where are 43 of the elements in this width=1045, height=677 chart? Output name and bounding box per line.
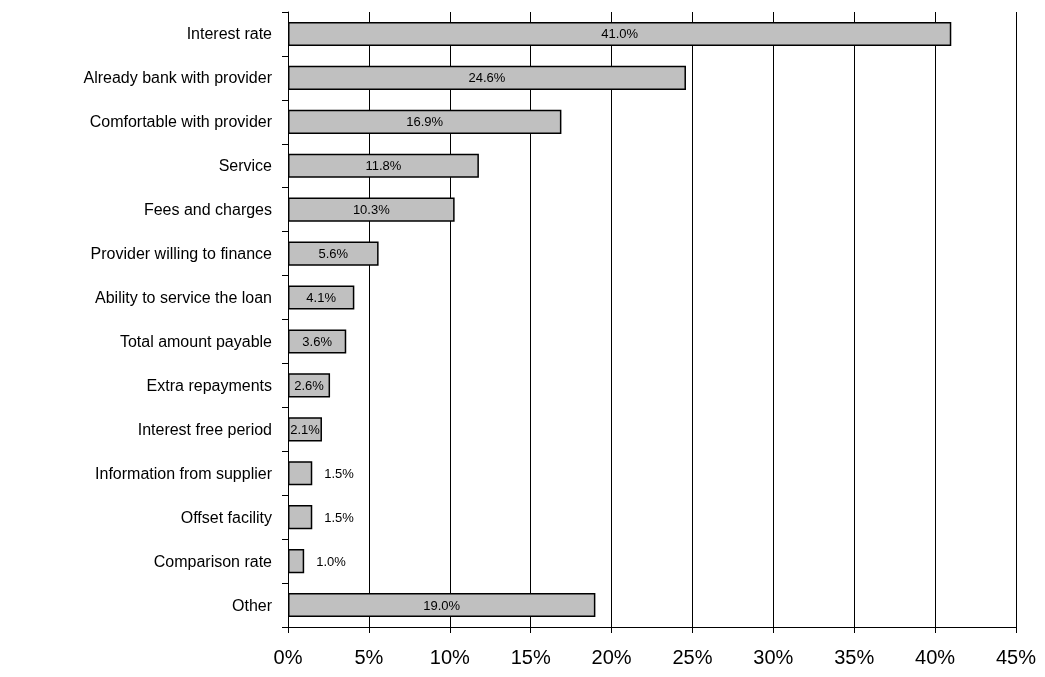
y-tick-label: Extra repayments: [146, 376, 272, 394]
y-tick-label: Fees and charges: [143, 201, 272, 219]
y-tick-label: Other: [231, 596, 273, 614]
y-tick-label: Comparison rate: [153, 552, 273, 570]
x-tick-label: 10%: [429, 646, 471, 668]
bar: [288, 285, 355, 310]
data-label: 5.6%: [318, 246, 349, 262]
data-label: 11.8%: [365, 158, 402, 174]
data-label: 24.6%: [468, 70, 506, 86]
bar: [288, 329, 347, 354]
y-tick-label: Interest free period: [137, 420, 272, 438]
data-label: 4.1%: [306, 290, 337, 306]
data-label: 41.0%: [601, 26, 639, 42]
x-tick-label: 30%: [753, 646, 794, 668]
data-label: 2.1%: [290, 421, 321, 437]
y-tick-label: Ability to service the loan: [95, 289, 272, 307]
x-tick-label: 35%: [834, 646, 875, 668]
data-label: 1.5%: [324, 465, 355, 481]
y-tick-label: Offset facility: [180, 508, 272, 526]
bar: [288, 461, 313, 486]
x-tick-label: 0%: [273, 646, 303, 668]
bar: [288, 549, 305, 574]
y-tick-label: Information from supplier: [95, 464, 273, 482]
data-label: 2.6%: [294, 377, 325, 393]
y-tick-label: Interest rate: [186, 25, 273, 43]
x-tick-label: 40%: [915, 646, 956, 668]
x-tick-label: 15%: [510, 646, 551, 668]
y-tick-label: Comfortable with provider: [89, 113, 273, 131]
bar: [288, 505, 313, 530]
y-tick-label: Total amount payable: [119, 332, 273, 350]
y-tick-label: Already bank with provider: [83, 69, 273, 87]
data-label: 1.0%: [316, 553, 347, 569]
x-tick-label: 5%: [354, 646, 384, 668]
data-label: 16.9%: [406, 114, 444, 130]
y-tick-label: Provider willing to finance: [90, 245, 273, 263]
data-label: 1.5%: [324, 509, 355, 525]
data-label: 19.0%: [423, 597, 461, 613]
x-tick-label: 25%: [672, 646, 713, 668]
y-tick-label: Service: [218, 157, 273, 175]
x-tick-label: 20%: [591, 646, 632, 668]
data-label: 3.6%: [302, 333, 333, 349]
x-tick-label: 45%: [995, 646, 1037, 668]
data-label: 10.3%: [352, 202, 391, 218]
